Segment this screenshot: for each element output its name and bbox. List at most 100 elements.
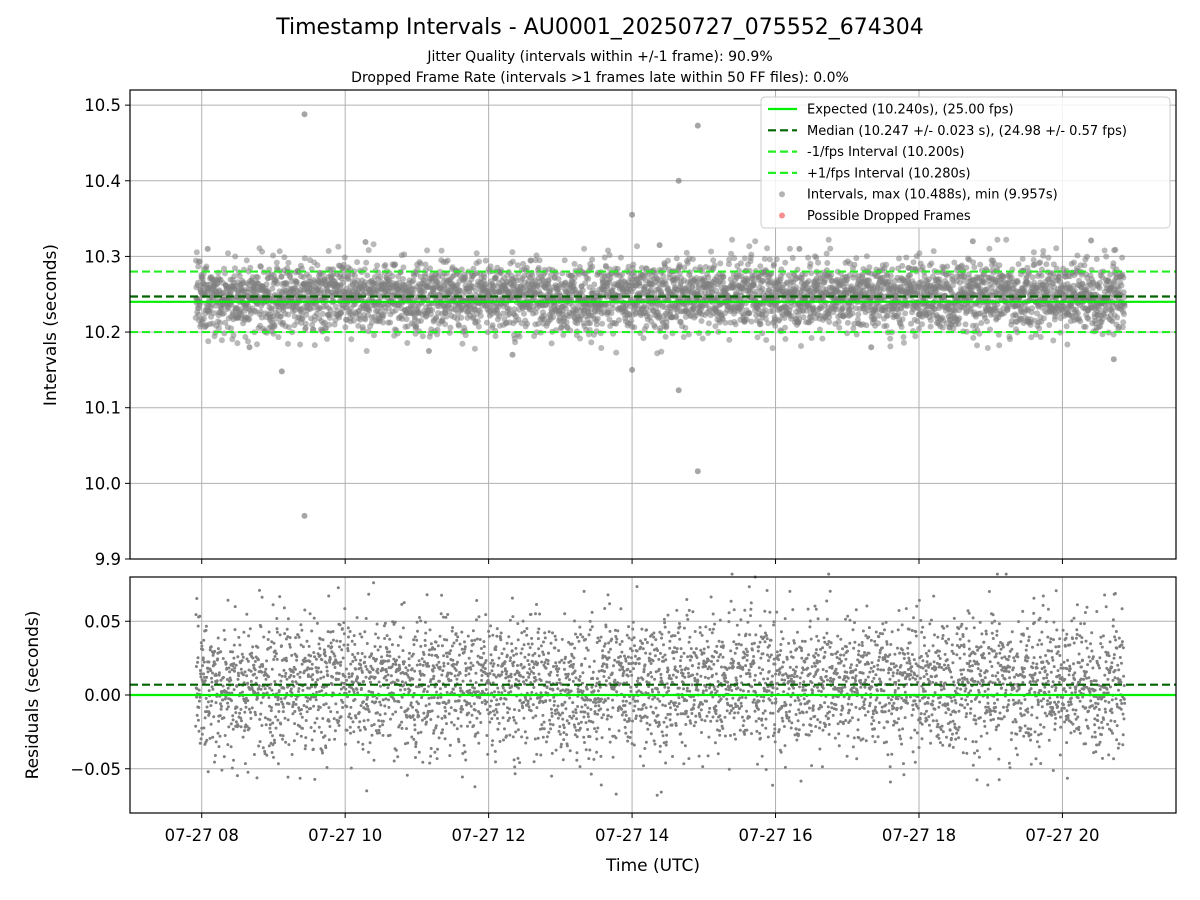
residual-point <box>260 724 264 727</box>
interval-point <box>400 276 406 282</box>
interval-point <box>591 281 598 288</box>
interval-point <box>1050 337 1057 344</box>
interval-outlier-point <box>301 111 308 118</box>
residual-point <box>256 645 260 649</box>
residual-point <box>246 681 250 685</box>
residual-point <box>209 645 213 649</box>
interval-point <box>589 263 596 270</box>
interval-point <box>887 335 894 342</box>
residual-point <box>196 660 200 664</box>
residual-point <box>233 628 237 632</box>
residual-point <box>207 711 211 715</box>
interval-outlier-point <box>656 242 663 249</box>
residual-point <box>208 736 212 740</box>
residual-point <box>216 647 220 651</box>
residual-point <box>247 726 251 730</box>
intervals-y-axis-label: Intervals (seconds) <box>41 244 61 406</box>
interval-point <box>726 336 733 343</box>
interval-point <box>363 348 370 354</box>
interval-point <box>340 279 347 286</box>
interval-point <box>836 324 843 331</box>
residual-point <box>252 753 256 756</box>
residual-point <box>258 588 261 592</box>
residual-point <box>209 704 213 708</box>
interval-point <box>259 248 266 255</box>
interval-point <box>1003 236 1010 243</box>
interval-point <box>726 256 733 263</box>
interval-point <box>234 340 241 347</box>
interval-point <box>1121 303 1128 310</box>
residual-point <box>260 595 264 599</box>
interval-point <box>298 265 305 272</box>
residual-point <box>232 656 236 660</box>
interval-point <box>548 340 555 347</box>
residual-point <box>194 665 198 668</box>
interval-outlier-point <box>629 366 636 373</box>
interval-point <box>555 276 562 282</box>
interval-point <box>1038 272 1045 279</box>
interval-point <box>978 320 985 326</box>
interval-point <box>247 264 254 271</box>
residual-point <box>226 743 230 747</box>
residual-point <box>202 638 206 642</box>
interval-point <box>278 273 285 280</box>
interval-point <box>636 280 643 287</box>
interval-point <box>970 259 977 266</box>
residual-point <box>194 613 198 617</box>
residual-point <box>236 724 240 728</box>
residual-point <box>199 672 203 676</box>
residual-point <box>201 664 204 668</box>
residual-point <box>232 688 236 692</box>
interval-point <box>387 319 394 326</box>
interval-point <box>930 248 937 255</box>
interval-point <box>593 321 600 328</box>
interval-point <box>765 320 772 327</box>
interval-point <box>269 285 276 292</box>
interval-point <box>1093 256 1100 262</box>
residual-point <box>231 714 235 718</box>
intervals-x-ticks <box>201 559 1063 564</box>
residual-point <box>258 740 262 744</box>
residual-point <box>249 669 253 673</box>
interval-point <box>1112 246 1119 253</box>
interval-point <box>1014 279 1021 286</box>
interval-point <box>577 335 583 342</box>
interval-point <box>789 255 796 261</box>
residual-point <box>228 670 232 674</box>
interval-point <box>944 263 951 270</box>
interval-point <box>245 338 251 345</box>
interval-point <box>825 236 832 243</box>
interval-point <box>757 321 764 327</box>
residual-point <box>234 711 238 715</box>
interval-point <box>896 255 902 262</box>
residual-point <box>199 641 203 645</box>
residual-point <box>264 667 268 671</box>
residual-point <box>250 651 254 655</box>
residual-point <box>245 612 249 616</box>
interval-point <box>492 333 499 340</box>
interval-point <box>293 279 300 286</box>
interval-point <box>335 243 342 250</box>
residual-point <box>220 768 224 772</box>
interval-point <box>807 260 814 267</box>
interval-point <box>996 342 1003 349</box>
residual-point <box>248 627 252 631</box>
interval-point <box>616 317 622 324</box>
interval-outlier-point <box>694 468 701 475</box>
residual-point <box>205 738 209 742</box>
interval-point <box>1110 260 1117 267</box>
interval-point <box>863 322 870 329</box>
residual-point <box>210 699 214 703</box>
residual-point <box>239 667 243 671</box>
interval-point <box>246 316 253 322</box>
interval-point <box>782 259 789 266</box>
interval-outlier-point <box>694 122 701 129</box>
interval-outlier-point <box>675 387 682 394</box>
interval-point <box>1118 282 1125 289</box>
residual-point <box>216 636 220 640</box>
interval-point <box>285 311 292 318</box>
residual-point <box>249 679 253 683</box>
residual-point <box>249 717 253 720</box>
interval-point <box>195 263 202 270</box>
interval-point <box>271 323 278 330</box>
